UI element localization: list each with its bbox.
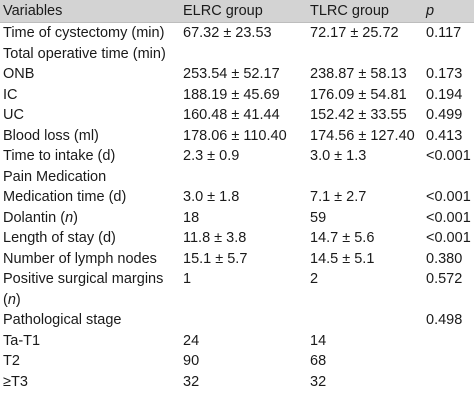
tlrc-value-cell: 238.87 ± 58.13	[310, 66, 407, 82]
table-row: Pain Medication	[0, 167, 474, 188]
header-row: Variables ELRC group TLRC group p	[0, 0, 474, 23]
variable-cell: Medication time (d)	[3, 189, 127, 205]
p-value-cell: 0.413	[426, 127, 463, 144]
tlrc-value-cell: 14.7 ± 5.6	[310, 230, 375, 246]
variable-cell: Positive surgical margins	[3, 271, 164, 287]
variable-cell: Number of lymph nodes	[3, 250, 157, 267]
tlrc-value-cell: 174.56 ± 127.40	[310, 127, 415, 144]
header-p-value: p	[423, 0, 474, 23]
table-row: ≥T3 32 32	[0, 372, 474, 393]
table-row: Time of cystectomy (min) 67.32 ± 23.53 72.…	[0, 22, 474, 44]
p-value-cell: <0.001	[426, 230, 471, 246]
p-value-cell: 0.117	[423, 22, 474, 44]
table-row: Pathological stage 0.498	[0, 310, 474, 331]
elrc-value-cell: 24	[183, 332, 200, 349]
table-row: Dolantin (n) 18 59 <0.001	[0, 208, 474, 229]
p-value-cell: <0.001	[426, 189, 471, 205]
variable-cell: ONB	[3, 66, 35, 82]
tlrc-value-cell: 68	[310, 353, 327, 369]
p-value-cell: 0.173	[426, 66, 463, 82]
tlrc-value-cell	[307, 290, 423, 311]
tlrc-value-cell: 59	[310, 209, 327, 226]
p-value-cell	[423, 331, 474, 352]
p-value-cell: 0.572	[426, 271, 463, 287]
table-row: Length of stay (d) 11.8 ± 3.8 14.7 ± 5.6 <0…	[0, 228, 474, 249]
variable-cell: Pathological stage	[3, 312, 122, 328]
elrc-value-cell: 178.06 ± 110.40	[183, 127, 287, 144]
table-row: Total operative time (min)	[0, 44, 474, 65]
variable-cell: UC	[3, 107, 24, 123]
header-elrc-group: ELRC group	[180, 0, 307, 23]
elrc-value-cell	[180, 44, 307, 65]
elrc-value-cell: 18	[183, 209, 200, 226]
variable-cell: IC	[3, 86, 18, 103]
elrc-value-cell: 15.1 ± 5.7	[183, 250, 248, 267]
elrc-value-cell: 253.54 ± 52.17	[183, 66, 280, 82]
elrc-value-cell: 2.3 ± 0.9	[183, 148, 240, 164]
table-row: Blood loss (ml) 178.06 ± 110.40 174.56 ± 1…	[0, 126, 474, 147]
elrc-value-cell	[180, 310, 307, 331]
elrc-value-cell	[180, 167, 307, 188]
table-row: Medication time (d) 3.0 ± 1.8 7.1 ± 2.7 <0.…	[0, 187, 474, 208]
elrc-value-cell: 32	[183, 373, 200, 390]
elrc-value-cell: 1	[183, 271, 192, 287]
variable-cell: Blood loss (ml)	[3, 127, 99, 144]
p-value-cell: 0.194	[426, 86, 463, 103]
table-body: Time of cystectomy (min) 67.32 ± 23.53 72.…	[0, 22, 474, 393]
elrc-value-cell	[180, 290, 307, 311]
variable-cell: (n)	[3, 291, 21, 308]
p-value-cell	[423, 351, 474, 372]
tlrc-value-cell: 14.5 ± 5.1	[310, 250, 375, 267]
p-value-cell	[423, 44, 474, 65]
variable-cell: Time of cystectomy (min)	[0, 22, 180, 44]
p-value-cell	[423, 372, 474, 393]
tlrc-value-cell: 152.42 ± 33.55	[310, 107, 407, 123]
table-row: Positive surgical margins 1 2 0.572	[0, 269, 474, 290]
table-row: UC 160.48 ± 41.44 152.42 ± 33.55 0.499	[0, 105, 474, 126]
variable-cell: Dolantin (n)	[3, 209, 78, 226]
tlrc-value-cell	[307, 44, 423, 65]
tlrc-value-cell: 2	[310, 271, 319, 287]
tlrc-value-cell: 3.0 ± 1.3	[310, 148, 367, 164]
elrc-value-cell: 3.0 ± 1.8	[183, 189, 240, 205]
variable-cell: Ta-T1	[3, 332, 41, 349]
table-row: Time to intake (d) 2.3 ± 0.9 3.0 ± 1.3 <0.0…	[0, 146, 474, 167]
elrc-value-cell: 11.8 ± 3.8	[183, 230, 247, 246]
p-value-cell: 0.498	[426, 312, 463, 328]
p-value-cell: 0.499	[426, 107, 463, 123]
p-value-cell: <0.001	[426, 209, 471, 226]
p-value-cell	[423, 167, 474, 188]
table-row: ONB 253.54 ± 52.17 238.87 ± 58.13 0.173	[0, 64, 474, 85]
tlrc-value-cell: 176.09 ± 54.81	[310, 86, 407, 103]
variable-cell: ≥T3	[3, 373, 28, 390]
header-tlrc-group: TLRC group	[307, 0, 423, 23]
variable-cell: Length of stay (d)	[3, 230, 116, 246]
tlrc-value-cell	[307, 167, 423, 188]
p-value-cell: <0.001	[426, 148, 471, 164]
elrc-value-cell: 160.48 ± 41.44	[183, 107, 280, 123]
elrc-value-cell: 67.32 ± 23.53	[180, 22, 307, 44]
p-value-cell: 0.380	[426, 250, 463, 267]
tlrc-value-cell: 7.1 ± 2.7	[310, 189, 367, 205]
variable-cell: Pain Medication	[3, 168, 107, 185]
table-row: (n)	[0, 290, 474, 311]
table-row: Ta-T1 24 14	[0, 331, 474, 352]
variable-cell: Total operative time (min)	[3, 45, 166, 62]
tlrc-value-cell	[307, 310, 423, 331]
tlrc-value-cell: 14	[310, 332, 327, 349]
results-table: Variables ELRC group TLRC group p Time o…	[0, 0, 474, 393]
variable-cell: T2	[3, 353, 20, 369]
header-p-italic: p	[426, 3, 435, 19]
tlrc-value-cell: 32	[310, 373, 327, 390]
table-header: Variables ELRC group TLRC group p	[0, 0, 474, 23]
header-variables: Variables	[0, 0, 180, 23]
p-value-cell	[423, 290, 474, 311]
table-row: Number of lymph nodes 15.1 ± 5.7 14.5 ± 5.…	[0, 249, 474, 270]
table-row: IC 188.19 ± 45.69 176.09 ± 54.81 0.194	[0, 85, 474, 106]
elrc-value-cell: 90	[183, 353, 200, 369]
table-row: T2 90 68	[0, 351, 474, 372]
variable-cell: Time to intake (d)	[3, 148, 116, 164]
elrc-value-cell: 188.19 ± 45.69	[183, 86, 280, 103]
tlrc-value-cell: 72.17 ± 25.72	[307, 22, 423, 44]
